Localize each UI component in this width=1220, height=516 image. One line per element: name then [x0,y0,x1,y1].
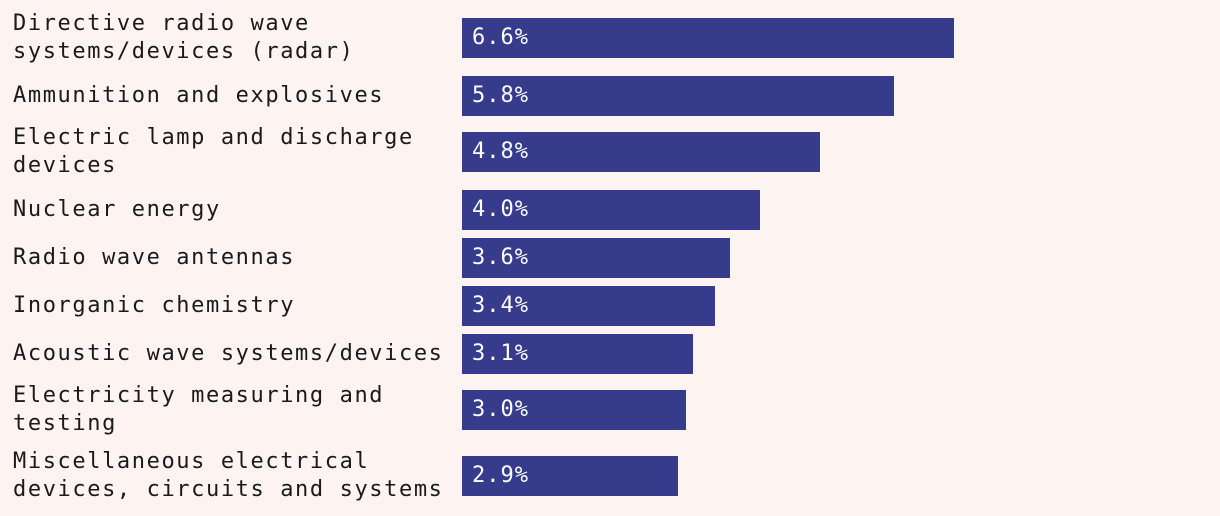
bar-value-label: 4.0% [472,197,529,222]
bar [462,76,894,116]
category-label: Radio wave antennas [13,245,296,270]
bar-value-label: 3.0% [472,397,529,422]
bar-value-label: 3.4% [472,293,529,318]
bar [462,132,820,172]
bar-value-label: 5.8% [472,83,529,108]
category-label: Directive radio wave systems/devices (ra… [13,11,355,64]
bar [462,18,954,58]
bar [462,286,715,326]
category-label: Nuclear energy [13,197,221,222]
bar-value-label: 3.6% [472,245,529,270]
bar-value-label: 6.6% [472,25,529,50]
bar [462,334,693,374]
bar [462,238,730,278]
category-label: Miscellaneous electrical devices, circui… [13,449,444,502]
bar-value-label: 3.1% [472,341,529,366]
bar-value-label: 2.9% [472,463,529,488]
bar-value-label: 4.8% [472,139,529,164]
category-label: Ammunition and explosives [13,83,385,108]
bar [462,390,686,430]
category-label: Electricity measuring and testing [13,383,385,436]
bar [462,190,760,230]
category-label: Electric lamp and discharge devices [13,125,414,178]
bar [462,456,678,496]
category-label: Acoustic wave systems/devices [13,341,444,366]
category-label: Inorganic chemistry [13,293,296,318]
